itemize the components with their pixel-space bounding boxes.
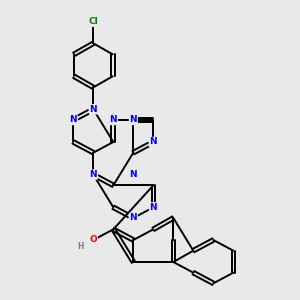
Text: N: N <box>70 116 77 124</box>
Text: N: N <box>149 137 157 146</box>
Text: H: H <box>77 242 83 251</box>
Text: N: N <box>89 170 97 179</box>
Text: N: N <box>110 116 117 124</box>
Text: N: N <box>130 116 137 124</box>
Text: N: N <box>130 170 137 179</box>
Text: O: O <box>89 236 97 244</box>
Text: N: N <box>89 105 97 114</box>
Text: Cl: Cl <box>88 17 98 26</box>
Text: N: N <box>149 203 157 212</box>
Text: N: N <box>130 214 137 223</box>
